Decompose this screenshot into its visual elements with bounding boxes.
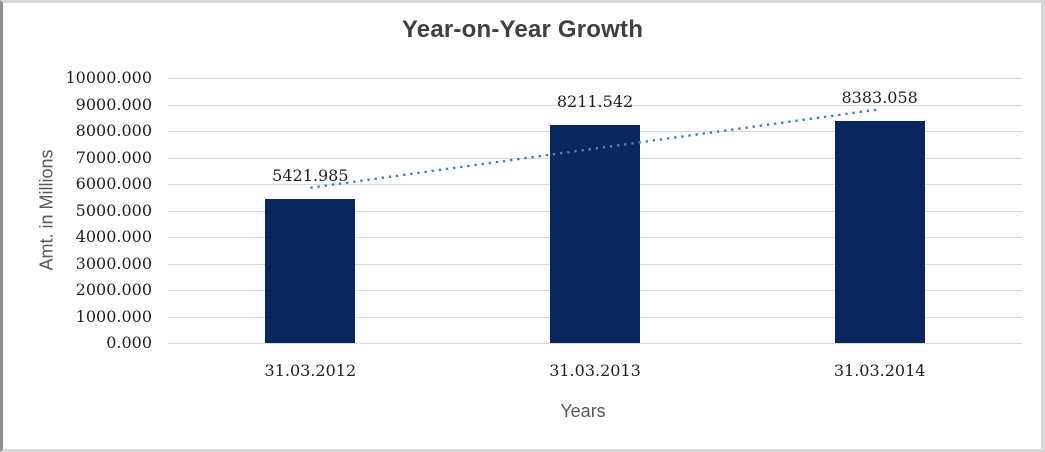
y-tick-label: 7000.000	[75, 147, 152, 167]
data-label: 8211.542	[556, 92, 634, 112]
gridline	[168, 343, 1022, 344]
y-tick-label: 10000.000	[65, 68, 152, 87]
y-tick-label: 9000.000	[75, 94, 152, 114]
y-tick-label: 3000.000	[75, 253, 152, 273]
gridline	[168, 104, 1022, 106]
y-tick-label: 0.000	[106, 333, 152, 352]
gridline	[168, 78, 1022, 79]
bar	[550, 125, 640, 343]
data-label: 5421.985	[272, 166, 349, 186]
chart-title: Year-on-Year Growth	[401, 16, 644, 43]
y-tick-label: 6000.000	[75, 174, 152, 193]
y-tick-label: 1000.000	[75, 306, 152, 326]
x-tick-label: 31.03.2012	[264, 361, 357, 380]
bar	[834, 120, 925, 343]
x-axis-title: Years	[560, 401, 606, 421]
y-tick-label: 2000.000	[75, 280, 152, 299]
trendline-path	[310, 108, 880, 189]
y-tick-label: 4000.000	[75, 227, 152, 246]
y-tick-label: 8000.000	[75, 121, 152, 140]
y-tick-label: 5000.000	[75, 200, 152, 220]
bar	[265, 199, 356, 343]
x-tick-label: 31.03.2013	[549, 361, 641, 380]
x-tick-label: 31.03.2014	[833, 361, 926, 380]
data-label: 8383.058	[841, 87, 918, 107]
